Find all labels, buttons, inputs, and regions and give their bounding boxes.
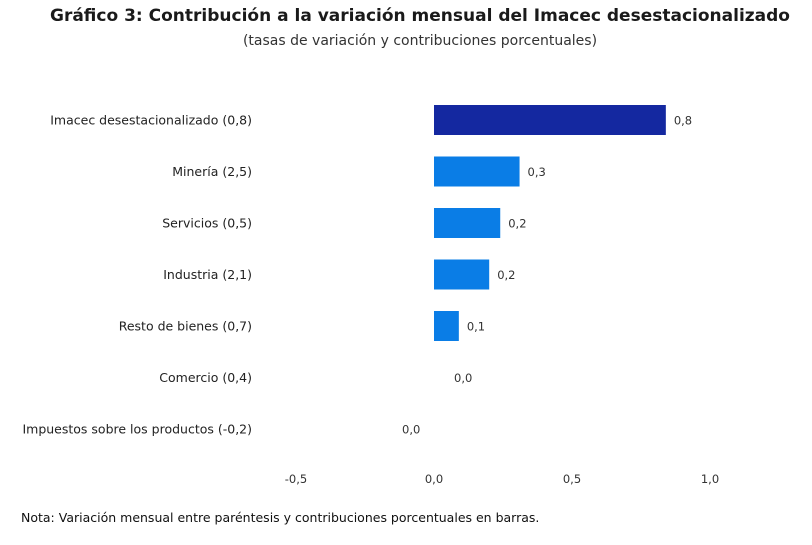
data-label: 0,3	[528, 165, 546, 179]
category-label: Industria (2,1)	[163, 267, 252, 282]
chart-subtitle: (tasas de variación y contribuciones por…	[242, 33, 598, 49]
category-label: Impuestos sobre los productos (-0,2)	[22, 422, 252, 437]
category-label: Resto de bienes (0,7)	[119, 319, 252, 334]
data-label: 0,0	[454, 371, 472, 385]
category-label: Minería (2,5)	[172, 164, 252, 179]
bar	[434, 208, 501, 238]
x-tick-label: 1,0	[701, 472, 719, 486]
chart-note: Nota: Variación mensual entre paréntesis…	[21, 510, 540, 525]
category-label: Imacec desestacionalizado (0,8)	[50, 113, 252, 128]
x-tick-label: 0,0	[425, 472, 443, 486]
x-tick-label: -0,5	[285, 472, 307, 486]
bar-chart: Imacec desestacionalizado (0,8) 0,8 Minerí…	[22, 105, 719, 486]
data-label: 0,2	[508, 217, 526, 231]
bar	[434, 311, 459, 341]
x-tick-label: 0,5	[563, 472, 581, 486]
category-label: Servicios (0,5)	[162, 216, 252, 231]
data-label: 0,2	[497, 268, 515, 282]
chart-title: Gráfico 3: Contribución a la variación m…	[50, 6, 790, 26]
data-label: 0,8	[674, 114, 692, 128]
bar	[434, 259, 490, 290]
bar	[434, 105, 666, 135]
data-label: 0,0	[402, 423, 420, 437]
category-label: Comercio (0,4)	[159, 370, 252, 385]
bar	[434, 156, 520, 187]
data-label: 0,1	[467, 320, 485, 334]
